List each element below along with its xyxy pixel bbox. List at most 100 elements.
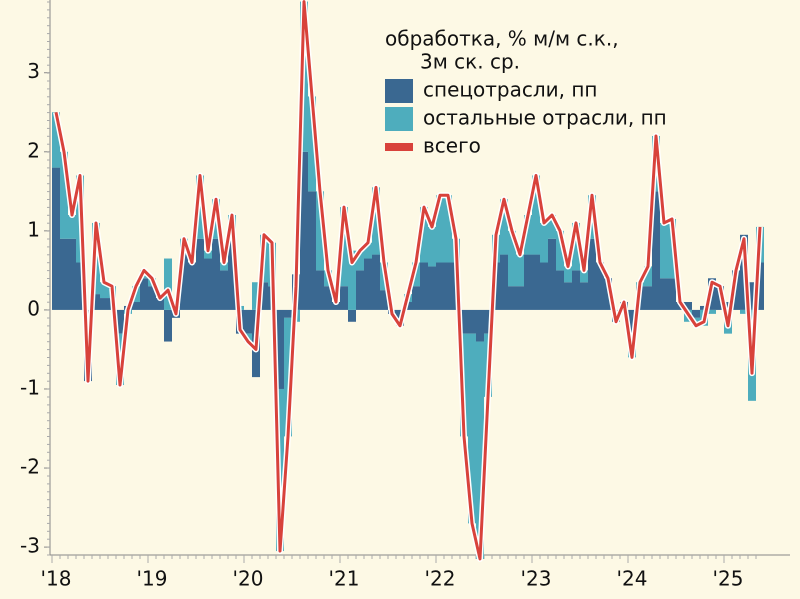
x-tick-label: '19 [137,567,168,591]
y-tick-label: -2 [20,455,40,479]
bar [380,290,388,310]
y-tick-label: -1 [20,375,40,399]
bar [412,286,420,310]
bar [556,230,564,271]
x-tick-label: '25 [713,567,744,591]
bar [276,309,284,389]
legend: обработка, % м/м с.к.,3м ск. ср. спецотра… [385,27,667,158]
bar [548,215,556,239]
bar [180,254,188,310]
bar [252,282,260,310]
x-tick-label: '18 [41,567,72,591]
bar [284,317,292,437]
bar [244,309,252,334]
bar [140,278,148,310]
bar [92,294,100,310]
bar [524,215,532,255]
x-tick-label: '21 [329,567,360,591]
bar [588,238,596,310]
bar [316,191,324,271]
bar [428,266,436,310]
bar [444,195,452,263]
bar [628,309,636,342]
x-tick-label: '22 [425,567,456,591]
bar [332,302,340,310]
bar [564,282,572,310]
legend-label: спецотрасли, пп [423,78,597,102]
legend-title: 3м ск. ср. [420,50,520,74]
x-tick-label: '20 [233,567,264,591]
bar [60,151,68,239]
bar [340,286,348,310]
bar [284,309,292,318]
bar [68,238,76,310]
plot: -3 -2 -1 0 1 2 3 '18 '19 '20 '21 '22 '23 '24 '25 [20,0,790,591]
bar [308,96,316,192]
x-tick-label: '24 [617,567,648,591]
bar [316,270,324,310]
bar [228,238,236,310]
bar [324,286,332,310]
bar [524,254,532,310]
bar [644,286,652,310]
legend-title: обработка, % м/м с.к., [385,27,619,51]
y-tick-label: 2 [27,138,40,162]
bar [428,226,436,267]
bar [468,333,476,524]
bar [436,195,444,263]
bar [52,167,60,310]
bar [300,151,308,310]
bar [348,250,356,310]
bar [500,254,508,310]
bar [116,309,124,334]
bar [204,250,212,259]
bar [100,282,108,299]
bar [572,270,580,310]
bar [100,298,108,310]
bar [668,278,676,310]
bar [580,270,588,283]
bar [364,258,372,310]
bar [756,262,764,310]
bar [308,191,316,310]
legend-swatch [385,107,413,131]
bar [476,309,484,342]
legend-swatch [385,143,413,151]
bar [580,282,588,310]
bar [76,262,84,310]
bar [540,262,548,310]
bar [564,266,572,283]
bar [516,286,524,310]
bar [260,282,268,310]
bar [420,207,428,263]
bar [164,258,172,310]
legend-label: остальные отрасли, пп [423,106,667,130]
x-tick-label: '23 [521,567,552,591]
bar [204,258,212,310]
legend-swatch [385,79,413,103]
bar [508,230,516,287]
bar [132,302,140,310]
bar [68,215,76,239]
bar [196,238,204,310]
bar [556,270,564,310]
bar [708,309,716,314]
bar [484,309,492,334]
bar [60,238,68,310]
y-tick-label: 0 [27,296,40,320]
bar [540,222,548,263]
y-tick-label: 1 [27,217,40,241]
bar [444,262,452,310]
bar [532,175,540,255]
legend-label: всего [423,134,481,158]
line [54,0,762,561]
bar [548,238,556,310]
bar [220,262,228,271]
bar [356,270,364,310]
bar [348,309,356,322]
y-tick-label: 3 [27,59,40,83]
bar [476,341,484,559]
bar [372,254,380,310]
